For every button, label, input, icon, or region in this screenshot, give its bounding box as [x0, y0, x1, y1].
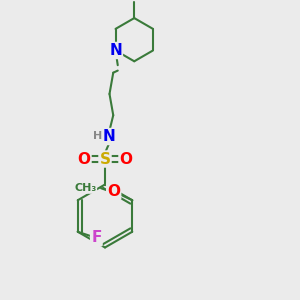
Text: N: N	[109, 43, 122, 58]
Text: N: N	[103, 129, 116, 144]
Text: O: O	[119, 152, 133, 166]
Text: F: F	[91, 230, 101, 245]
Text: S: S	[100, 152, 110, 166]
Text: CH₃: CH₃	[74, 183, 97, 193]
Text: H: H	[94, 131, 103, 141]
Text: O: O	[77, 152, 91, 166]
Text: O: O	[107, 184, 120, 199]
